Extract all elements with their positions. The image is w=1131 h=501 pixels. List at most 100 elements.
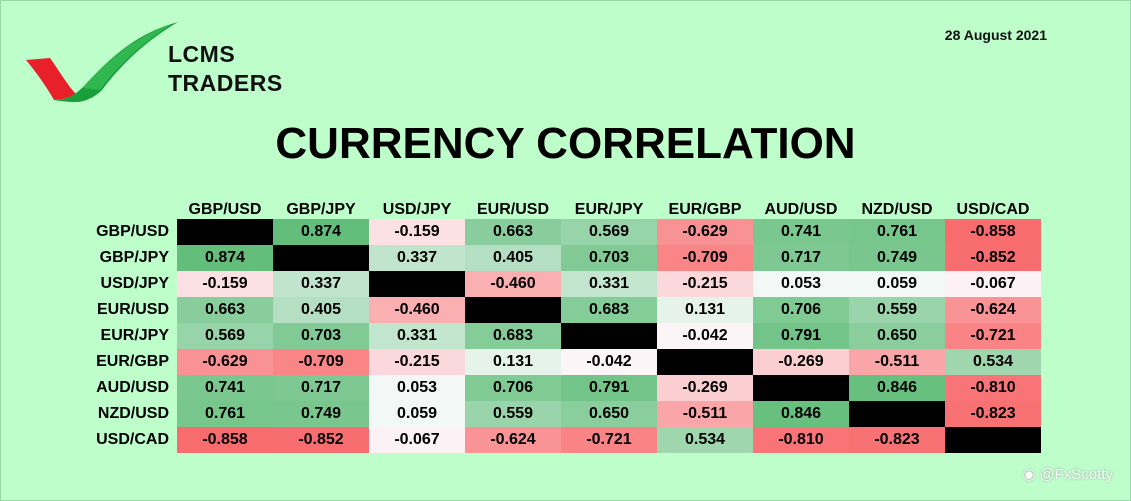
correlation-cell: 0.331 [369,323,465,349]
table-row: USD/JPY -0.159 0.337 -0.460 0.331 -0.215 0.053… [82,271,1041,297]
column-header: USD/JPY [382,201,452,218]
correlation-cell: 0.650 [561,401,657,427]
correlation-cell: 0.683 [561,297,657,323]
correlation-cell: 0.337 [273,271,369,297]
column-header: EUR/GBP [668,201,742,218]
correlation-cell: 0.874 [177,245,273,271]
column-header: NZD/USD [861,201,933,218]
correlation-cell: -0.852 [945,245,1041,271]
correlation-cell: -0.159 [369,219,465,245]
diagonal-cell [177,219,273,245]
diagonal-cell [657,349,753,375]
table-row: GBP/JPY 0.874 0.337 0.405 0.703 -0.709 0.717 0.… [82,245,1041,271]
correlation-cell: 0.663 [177,297,273,323]
page-title-text: CURRENCY CORRELATION [275,119,856,168]
table-row: NZD/USD 0.761 0.749 0.059 0.559 0.650 -0.511 0.… [82,401,1041,427]
lcms-logo-icon [26,22,178,102]
correlation-cell: -0.624 [465,427,561,453]
correlation-cell: 0.569 [561,219,657,245]
diagonal-cell [849,401,945,427]
row-header: USD/JPY [100,275,169,292]
correlation-cell: 0.761 [177,401,273,427]
correlation-cell: -0.852 [273,427,369,453]
matrix-body: GBP/USD 0.874 -0.159 0.663 0.569 -0.629 0.741 0… [82,219,1041,453]
brand-name: LCMS TRADERS [168,40,283,98]
correlation-cell: -0.269 [657,375,753,401]
column-header: GBP/USD [188,201,262,218]
table-row: EUR/GBP -0.629 -0.709 -0.215 0.131 -0.042 -0.2… [82,349,1041,375]
correlation-cell: 0.846 [849,375,945,401]
diagonal-cell [561,323,657,349]
correlation-cell: 0.663 [465,219,561,245]
correlation-cell: -0.721 [561,427,657,453]
correlation-cell: 0.331 [561,271,657,297]
correlation-cell: -0.709 [657,245,753,271]
correlation-cell: 0.131 [465,349,561,375]
correlation-cell: 0.706 [753,297,849,323]
correlation-cell: 0.791 [561,375,657,401]
correlation-cell: 0.337 [369,245,465,271]
correlation-cell: -0.823 [945,401,1041,427]
column-header: USD/CAD [956,201,1030,218]
correlation-cell: 0.534 [657,427,753,453]
row-header: AUD/USD [96,379,169,396]
correlation-cell: 0.059 [849,271,945,297]
correlation-cell: 0.717 [273,375,369,401]
page-title: CURRENCY CORRELATION [0,119,1131,169]
table-row: EUR/JPY 0.569 0.703 0.331 0.683 -0.042 0.791 0.… [82,323,1041,349]
correlation-cell: 0.559 [849,297,945,323]
correlation-cell: 0.569 [177,323,273,349]
correlation-cell: -0.721 [945,323,1041,349]
diagonal-cell [753,375,849,401]
correlation-cell: 0.749 [273,401,369,427]
correlation-cell: 0.559 [465,401,561,427]
correlation-cell: -0.823 [849,427,945,453]
correlation-cell: 0.741 [177,375,273,401]
correlation-cell: 0.703 [273,323,369,349]
diagonal-cell [369,271,465,297]
report-date: 28 August 2021 [944,27,1047,43]
correlation-cell: -0.629 [657,219,753,245]
row-header: EUR/JPY [100,327,169,344]
correlation-cell: 0.761 [849,219,945,245]
correlation-cell: 0.846 [753,401,849,427]
correlation-cell: -0.269 [753,349,849,375]
correlation-cell: -0.810 [753,427,849,453]
correlation-cell: 0.131 [657,297,753,323]
correlation-cell: 0.741 [753,219,849,245]
correlation-cell: -0.159 [177,271,273,297]
column-header: EUR/JPY [574,201,644,218]
correlation-cell: 0.053 [369,375,465,401]
correlation-cell: -0.858 [945,219,1041,245]
correlation-cell: 0.717 [753,245,849,271]
column-header: AUD/USD [764,201,838,218]
correlation-cell: -0.215 [657,271,753,297]
watermark-handle: @FxScotty [1039,466,1113,483]
correlation-cell: -0.067 [369,427,465,453]
correlation-cell: -0.460 [369,297,465,323]
correlation-cell: -0.042 [657,323,753,349]
correlation-cell: 0.706 [465,375,561,401]
correlation-cell: 0.791 [753,323,849,349]
row-header: GBP/JPY [99,249,169,266]
correlation-cell: -0.042 [561,349,657,375]
correlation-cell: 0.405 [465,245,561,271]
matrix-corner [82,193,177,219]
correlation-cell: 0.534 [945,349,1041,375]
correlation-cell: -0.709 [273,349,369,375]
diagonal-cell [945,427,1041,453]
correlation-cell: 0.650 [849,323,945,349]
brand-line-1: LCMS [168,41,236,67]
correlation-cell: -0.810 [945,375,1041,401]
row-header: EUR/GBP [96,353,169,370]
correlation-cell: -0.629 [177,349,273,375]
correlation-matrix: GBP/USD GBP/JPY USD/JPY EUR/USD EUR/JPY EUR/G… [82,193,1041,453]
table-row: AUD/USD 0.741 0.717 0.053 0.706 0.791 -0.269 0.… [82,375,1041,401]
correlation-cell: 0.703 [561,245,657,271]
row-header: EUR/USD [96,301,169,318]
correlation-cell: -0.858 [177,427,273,453]
correlation-cell: -0.215 [369,349,465,375]
correlation-cell: -0.511 [849,349,945,375]
correlation-cell: 0.059 [369,401,465,427]
table-row: USD/CAD -0.858 -0.852 -0.067 -0.624 -0.721 0.5… [82,427,1041,453]
